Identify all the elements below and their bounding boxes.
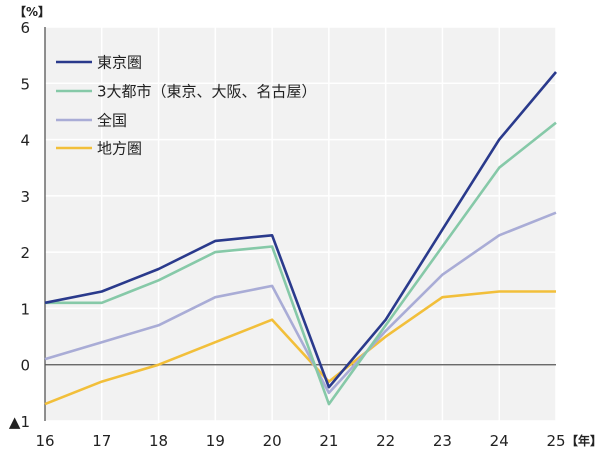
legend-item: 3大都市（東京、大阪、名古屋） [56, 83, 317, 101]
x-axis-unit-label: 【年】 [566, 433, 600, 448]
x-axis-ticks: 16 17 18 19 20 21 22 23 24 25 [35, 432, 565, 450]
y-tick-label: 5 [20, 75, 30, 93]
x-tick-label: 20 [263, 432, 282, 450]
y-tick-label: 0 [20, 357, 30, 375]
y-tick-label: 3 [20, 188, 30, 206]
legend-item: 全国 [56, 112, 127, 130]
legend-label: 3大都市（東京、大阪、名古屋） [97, 83, 317, 101]
legend-item: 地方圏 [56, 140, 142, 158]
gridlines [45, 26, 557, 422]
y-axis-ticks: 6 5 4 3 2 1 0 ▲1 [9, 19, 30, 431]
series-lines [44, 71, 557, 406]
y-tick-label: 2 [20, 244, 30, 262]
x-tick-label: 21 [319, 432, 338, 450]
y-axis-unit-label: 【%】 [14, 4, 50, 19]
series-line [44, 211, 557, 395]
plot-background [45, 27, 556, 421]
x-tick-label: 22 [376, 432, 395, 450]
x-tick-label: 18 [149, 432, 168, 450]
series-line [44, 290, 556, 406]
y-tick-label: ▲1 [9, 413, 30, 431]
y-tick-label: 4 [20, 132, 30, 150]
legend-item: 東京圏 [56, 54, 142, 72]
legend-label: 全国 [97, 112, 127, 130]
y-tick-label: 6 [20, 19, 30, 37]
x-tick-label: 19 [206, 432, 225, 450]
x-tick-label: 17 [92, 432, 111, 450]
x-tick-label: 23 [433, 432, 452, 450]
x-tick-label: 25 [546, 432, 565, 450]
y-tick-label: 1 [20, 300, 30, 318]
series-line [44, 71, 557, 389]
legend-label: 地方圏 [97, 140, 142, 158]
x-tick-label: 16 [35, 432, 54, 450]
x-tick-label: 24 [490, 432, 509, 450]
legend-label: 東京圏 [97, 54, 142, 72]
series-line [45, 121, 557, 406]
